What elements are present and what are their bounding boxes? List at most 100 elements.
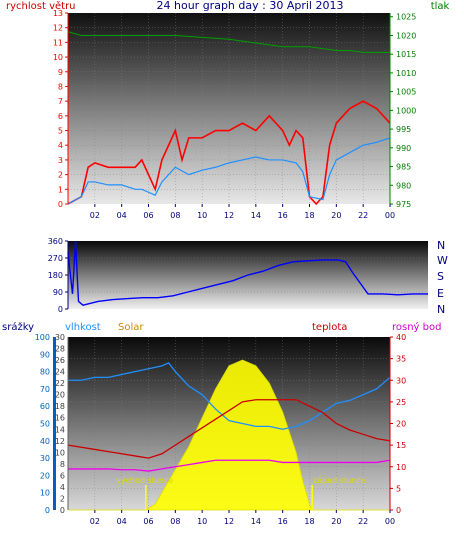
humidity-tick-label: 0 [60,506,65,515]
rain-tick-label: 0 [45,506,50,515]
rain-tick-label: 80 [40,368,50,377]
rain-tick-label: 40 [40,437,50,446]
wind-tick-label: 1 [58,185,63,194]
x-tick-label: 20 [331,517,341,526]
compass-e: E [437,287,444,300]
pressure-tick-label: 1020 [396,31,416,40]
x-tick-label: 10 [197,211,207,220]
page-title: 24 hour graph day : 30 April 2013 [157,0,344,12]
wind-tick-label: 11 [53,38,63,47]
humidity-tick-label: 22 [55,379,65,388]
wind-direction-line [67,240,428,306]
x-tick-label: 12 [224,517,234,526]
humidity-tick-label: 10 [55,448,65,457]
compass-s: S [437,270,444,283]
x-tick-label: 08 [170,211,180,220]
x-tick-label: 02 [90,517,100,526]
temperature-axis-title: teplota [312,322,347,333]
temperature-tick-label: 15 [396,441,406,450]
humidity-tick-label: 16 [55,414,65,423]
rain-tick-label: 20 [40,471,50,480]
humidity-tick-label: 12 [55,437,65,446]
x-tick-label: 04 [117,211,127,220]
temperature-tick-label: 25 [396,398,406,407]
x-tick-label: 12 [224,211,234,220]
x-tick-label: 04 [117,517,127,526]
wind-avg-line [67,137,391,205]
pressure-tick-label: 1025 [396,13,416,22]
humidity-tick-label: 18 [55,402,65,411]
direction-tick-label: 360 [48,237,63,246]
wind-tick-label: 5 [58,127,63,136]
pressure-tick-label: 1010 [396,69,416,78]
wind-speed-axis-title: rychlost větru [6,0,76,12]
wind-tick-label: 13 [53,9,63,18]
humidity-tick-label: 6 [60,471,65,480]
x-tick-label: 18 [304,211,314,220]
compass-n-bottom: N [437,303,445,316]
sunrise-label: východ slunce [116,476,173,485]
direction-tick-label: 270 [48,254,63,263]
wind-tick-label: 8 [58,82,63,91]
dewpoint-axis-title: rosný bod [392,321,441,333]
x-tick-label: 02 [90,211,100,220]
pressure-tick-label: 990 [396,144,411,153]
compass-w: W [437,254,448,267]
x-tick-label: 14 [251,517,261,526]
wind-tick-label: 2 [58,171,63,180]
rain-axis-bar [53,337,56,510]
rain-tick-label: 100 [35,333,50,342]
wind-tick-label: 0 [58,200,63,209]
x-tick-label: 06 [143,211,153,220]
humidity-tick-label: 20 [55,391,65,400]
temperature-tick-label: 5 [396,484,401,493]
x-tick-label: 00 [385,211,395,220]
solar-axis-title: Solar [118,322,144,333]
solar-area [68,359,390,511]
x-tick-label: 20 [331,211,341,220]
x-tick-label: 08 [170,517,180,526]
x-tick-label: 16 [278,211,288,220]
direction-tick-label: 0 [58,305,63,314]
x-tick-label: 10 [197,517,207,526]
pressure-axis-title: tlak [431,1,450,12]
humidity-tick-label: 28 [55,345,65,354]
wind-tick-label: 6 [58,112,63,121]
humidity-tick-label: 24 [55,368,65,377]
rain-axis-title: srážky [2,321,34,333]
humidity-axis-title: vlhkost [65,322,101,333]
pressure-tick-label: 995 [396,125,411,134]
direction-tick-label: 180 [48,271,63,280]
wind-tick-label: 3 [58,156,63,165]
humidity-tick-label: 8 [60,460,65,469]
sunset-label: západ slunce [313,476,366,485]
humidity-tick-label: 26 [55,356,65,365]
rain-tick-label: 60 [40,402,50,411]
direction-tick-label: 90 [53,288,63,297]
rain-tick-label: 10 [40,489,50,498]
x-tick-label: 14 [251,211,261,220]
temperature-tick-label: 30 [396,376,406,385]
x-tick-label: 22 [358,517,368,526]
x-tick-label: 06 [143,517,153,526]
humidity-tick-label: 4 [60,483,65,492]
temperature-tick-label: 10 [396,463,406,472]
pressure-tick-label: 1000 [396,106,416,115]
rain-tick-label: 30 [40,454,50,463]
wind-tick-label: 12 [53,24,63,33]
x-tick-label: 22 [358,211,368,220]
pressure-tick-label: 985 [396,163,411,172]
rain-tick-label: 70 [40,385,50,394]
rain-tick-label: 50 [40,420,50,429]
temperature-tick-label: 35 [396,355,406,364]
dewpoint-line [68,459,391,472]
temperature-tick-label: 0 [396,506,401,515]
pressure-tick-label: 1015 [396,50,416,59]
temperature-line [67,399,391,459]
pressure-tick-label: 975 [396,200,411,209]
temperature-tick-label: 40 [396,333,406,342]
x-tick-label: 16 [278,517,288,526]
humidity-tick-label: 30 [55,333,65,342]
